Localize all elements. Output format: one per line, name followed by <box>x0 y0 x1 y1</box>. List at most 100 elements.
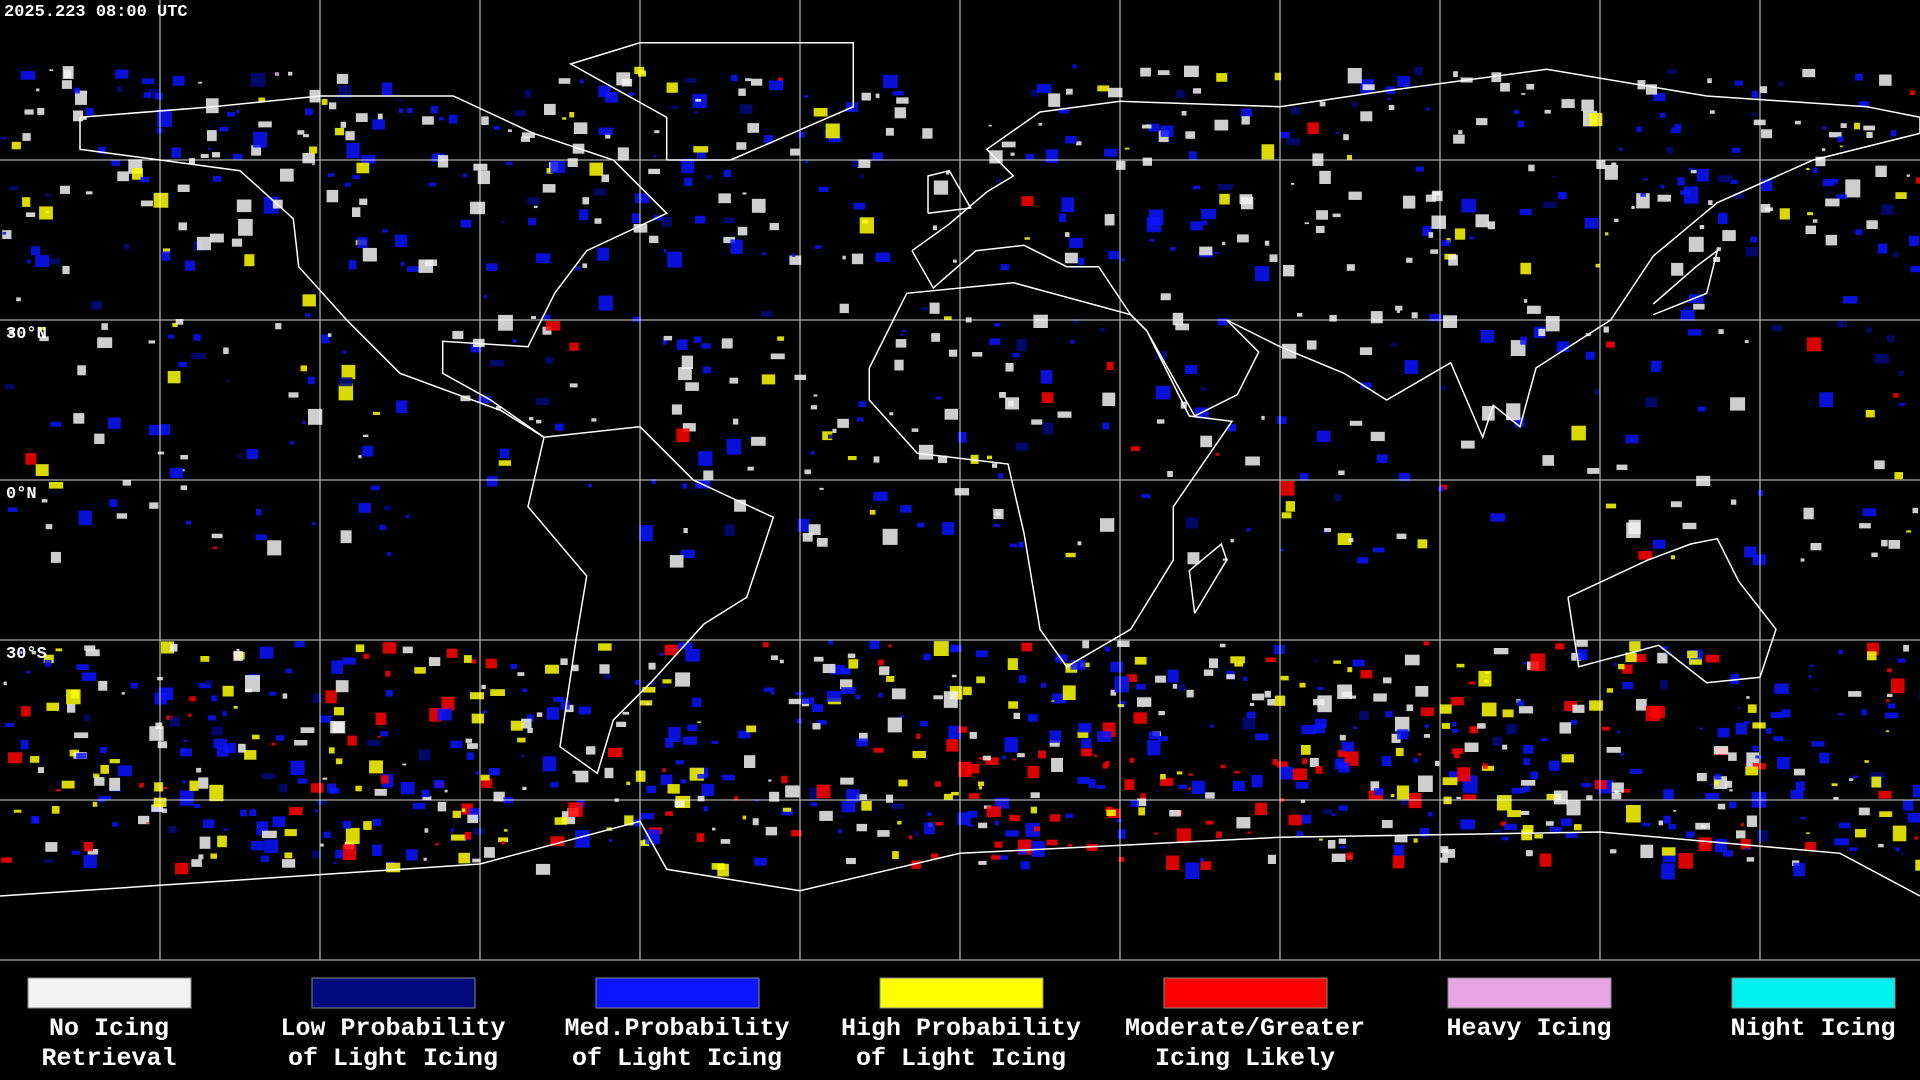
icing-speckle <box>1406 257 1413 263</box>
icing-speckle <box>1051 757 1063 772</box>
icing-speckle <box>995 178 1001 183</box>
icing-speckle <box>44 859 54 863</box>
icing-speckle <box>1241 108 1252 117</box>
icing-speckle <box>522 786 527 790</box>
icing-speckle <box>1041 392 1054 404</box>
icing-speckle <box>738 730 751 739</box>
icing-speckle <box>1334 494 1341 502</box>
icing-speckle <box>461 808 466 812</box>
icing-speckle <box>1423 734 1431 738</box>
icing-speckle <box>717 863 729 877</box>
icing-speckle <box>621 78 633 87</box>
icing-speckle <box>240 809 247 817</box>
icing-speckle <box>1837 136 1844 142</box>
icing-speckle <box>297 130 305 135</box>
icing-speckle <box>1290 182 1295 185</box>
icing-speckle <box>1597 695 1601 698</box>
icing-speckle <box>1210 724 1214 728</box>
icing-speckle <box>1722 230 1736 242</box>
icing-speckle <box>1425 84 1429 88</box>
icing-speckle <box>499 448 510 459</box>
icing-speckle <box>55 648 63 652</box>
icing-speckle <box>9 186 19 191</box>
icing-speckle <box>1070 660 1086 670</box>
legend-swatch <box>1447 977 1612 1009</box>
icing-speckle <box>1360 111 1373 122</box>
icing-speckle <box>696 833 705 842</box>
icing-speckle <box>1272 759 1278 766</box>
icing-speckle <box>554 423 564 431</box>
icing-speckle <box>846 789 860 803</box>
icing-speckle <box>1714 780 1719 786</box>
icing-speckle <box>237 454 243 458</box>
icing-speckle <box>675 760 684 765</box>
icing-speckle <box>1403 195 1416 209</box>
coastline <box>79 95 668 438</box>
icing-speckle <box>1149 731 1160 740</box>
icing-speckle <box>458 852 471 864</box>
icing-speckle <box>1897 658 1906 663</box>
icing-speckle <box>345 827 360 844</box>
icing-speckle <box>1065 813 1074 818</box>
icing-speckle <box>886 676 895 682</box>
icing-speckle <box>1834 838 1849 846</box>
icing-speckle <box>44 659 52 667</box>
icing-speckle <box>982 755 991 761</box>
coastline <box>868 281 1234 668</box>
icing-speckle <box>1404 654 1420 666</box>
icing-speckle <box>751 198 766 213</box>
icing-speckle <box>1881 204 1894 215</box>
icing-speckle <box>1829 132 1842 138</box>
icing-speckle <box>1437 486 1444 492</box>
icing-speckle <box>703 366 711 374</box>
icing-speckle <box>1419 828 1430 837</box>
icing-speckle <box>857 159 871 168</box>
icing-speckle <box>216 748 229 757</box>
icing-speckle <box>1909 235 1919 246</box>
icing-speckle <box>933 641 949 656</box>
icing-speckle <box>162 248 170 254</box>
icing-speckle <box>1073 319 1079 324</box>
icing-speckle <box>742 815 747 820</box>
icing-speckle <box>111 160 121 166</box>
icing-speckle <box>1910 266 1920 273</box>
icing-speckle <box>694 111 698 114</box>
icing-speckle <box>255 509 262 516</box>
icing-speckle <box>1513 109 1520 114</box>
icing-speckle <box>122 479 131 486</box>
icing-speckle <box>582 197 590 205</box>
icing-speckle <box>1251 774 1263 788</box>
icing-speckle <box>664 644 679 656</box>
icing-speckle <box>575 830 590 848</box>
icing-speckle <box>698 451 713 466</box>
icing-speckle <box>659 653 664 656</box>
icing-speckle <box>935 396 942 400</box>
icing-speckle <box>790 148 800 156</box>
icing-speckle <box>1078 723 1092 733</box>
icing-speckle <box>446 648 458 658</box>
icing-speckle <box>367 740 381 747</box>
icing-speckle <box>253 131 267 148</box>
icing-speckle <box>676 339 688 350</box>
icing-speckle <box>952 644 962 652</box>
icing-speckle <box>1854 122 1861 130</box>
icing-speckle <box>1200 387 1207 391</box>
icing-speckle <box>1800 817 1806 820</box>
icing-speckle <box>326 189 339 203</box>
icing-speckle <box>646 785 656 793</box>
icing-speckle <box>1009 543 1017 548</box>
icing-speckle <box>1133 712 1147 724</box>
icing-speckle <box>1644 397 1658 408</box>
icing-speckle <box>1027 765 1040 779</box>
icing-speckle <box>1201 208 1217 220</box>
icing-speckle <box>534 205 538 209</box>
icing-speckle <box>1746 815 1758 827</box>
icing-speckle <box>891 688 906 700</box>
icing-speckle <box>335 849 343 859</box>
icing-speckle <box>742 192 747 195</box>
icing-speckle <box>342 657 356 665</box>
icing-speckle <box>1660 646 1669 650</box>
icing-speckle <box>1514 417 1525 428</box>
icing-speckle <box>362 247 377 262</box>
icing-speckle <box>1560 818 1572 826</box>
